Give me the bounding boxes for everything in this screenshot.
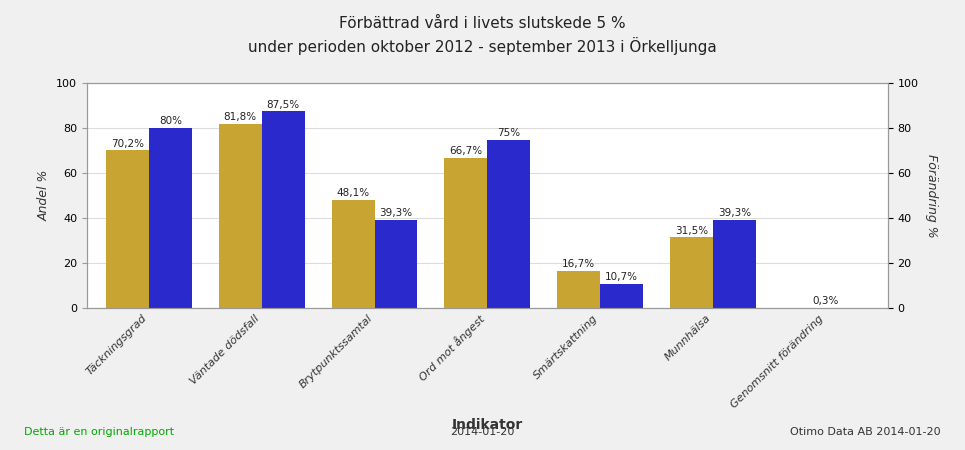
Bar: [332, 200, 374, 308]
Text: 81,8%: 81,8%: [224, 112, 257, 122]
Text: 75%: 75%: [497, 128, 520, 138]
Bar: [106, 150, 149, 308]
Text: Otimo Data AB 2014-01-20: Otimo Data AB 2014-01-20: [790, 428, 941, 437]
Text: 48,1%: 48,1%: [337, 188, 370, 198]
Text: 70,2%: 70,2%: [111, 139, 144, 148]
Text: 39,3%: 39,3%: [379, 208, 412, 218]
Bar: [262, 112, 305, 308]
Bar: [445, 158, 487, 308]
Bar: [600, 284, 643, 308]
Text: 39,3%: 39,3%: [718, 208, 751, 218]
Bar: [557, 271, 600, 308]
Y-axis label: Förändring %: Förändring %: [925, 154, 938, 238]
Text: 87,5%: 87,5%: [266, 99, 300, 110]
X-axis label: Indikator: Indikator: [452, 418, 523, 432]
Text: 2014-01-20: 2014-01-20: [451, 428, 514, 437]
Text: 31,5%: 31,5%: [675, 225, 708, 236]
Bar: [219, 124, 262, 308]
Y-axis label: Andel %: Andel %: [38, 170, 50, 221]
Text: Detta är en originalrapport: Detta är en originalrapport: [24, 428, 175, 437]
Text: 80%: 80%: [159, 117, 181, 126]
Bar: [487, 140, 530, 308]
Bar: [149, 128, 192, 308]
Bar: [374, 220, 418, 308]
Text: 0,3%: 0,3%: [813, 296, 839, 306]
Text: 10,7%: 10,7%: [605, 272, 638, 283]
Text: 16,7%: 16,7%: [563, 259, 595, 269]
Bar: [713, 220, 756, 308]
Text: Förbättrad vård i livets slutskede 5 %
under perioden oktober 2012 - september 2: Förbättrad vård i livets slutskede 5 % u…: [248, 16, 717, 55]
Bar: [670, 238, 713, 308]
Text: 66,7%: 66,7%: [450, 146, 482, 157]
